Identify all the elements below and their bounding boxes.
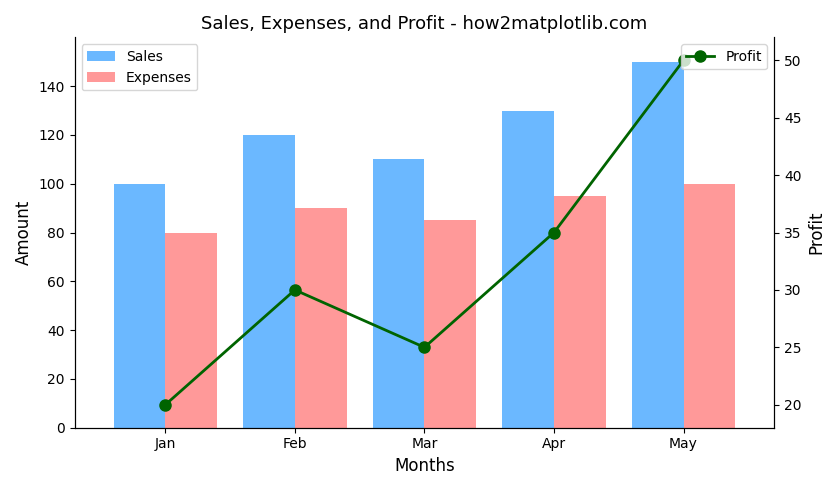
Profit	[160, 402, 171, 408]
Bar	[632, 62, 684, 428]
Profit	[419, 344, 429, 350]
Bar	[295, 208, 347, 428]
Line: Profit: Profit	[160, 55, 689, 410]
Profit	[290, 287, 300, 293]
Bar	[554, 196, 606, 428]
Title: Sales, Expenses, and Profit - how2matplotlib.com: Sales, Expenses, and Profit - how2matplo…	[202, 15, 648, 33]
Bar	[373, 159, 424, 428]
Profit	[549, 230, 559, 236]
Bar	[165, 233, 218, 428]
Profit	[679, 57, 689, 63]
Y-axis label: Profit: Profit	[807, 211, 825, 254]
Bar	[424, 220, 476, 428]
Bar	[243, 135, 295, 428]
Bar	[502, 111, 554, 428]
Y-axis label: Amount: Amount	[15, 200, 33, 265]
Legend: Sales, Expenses: Sales, Expenses	[81, 44, 197, 90]
Legend: Profit: Profit	[680, 44, 767, 70]
Bar	[684, 184, 735, 428]
X-axis label: Months: Months	[394, 457, 454, 475]
Bar	[113, 184, 165, 428]
